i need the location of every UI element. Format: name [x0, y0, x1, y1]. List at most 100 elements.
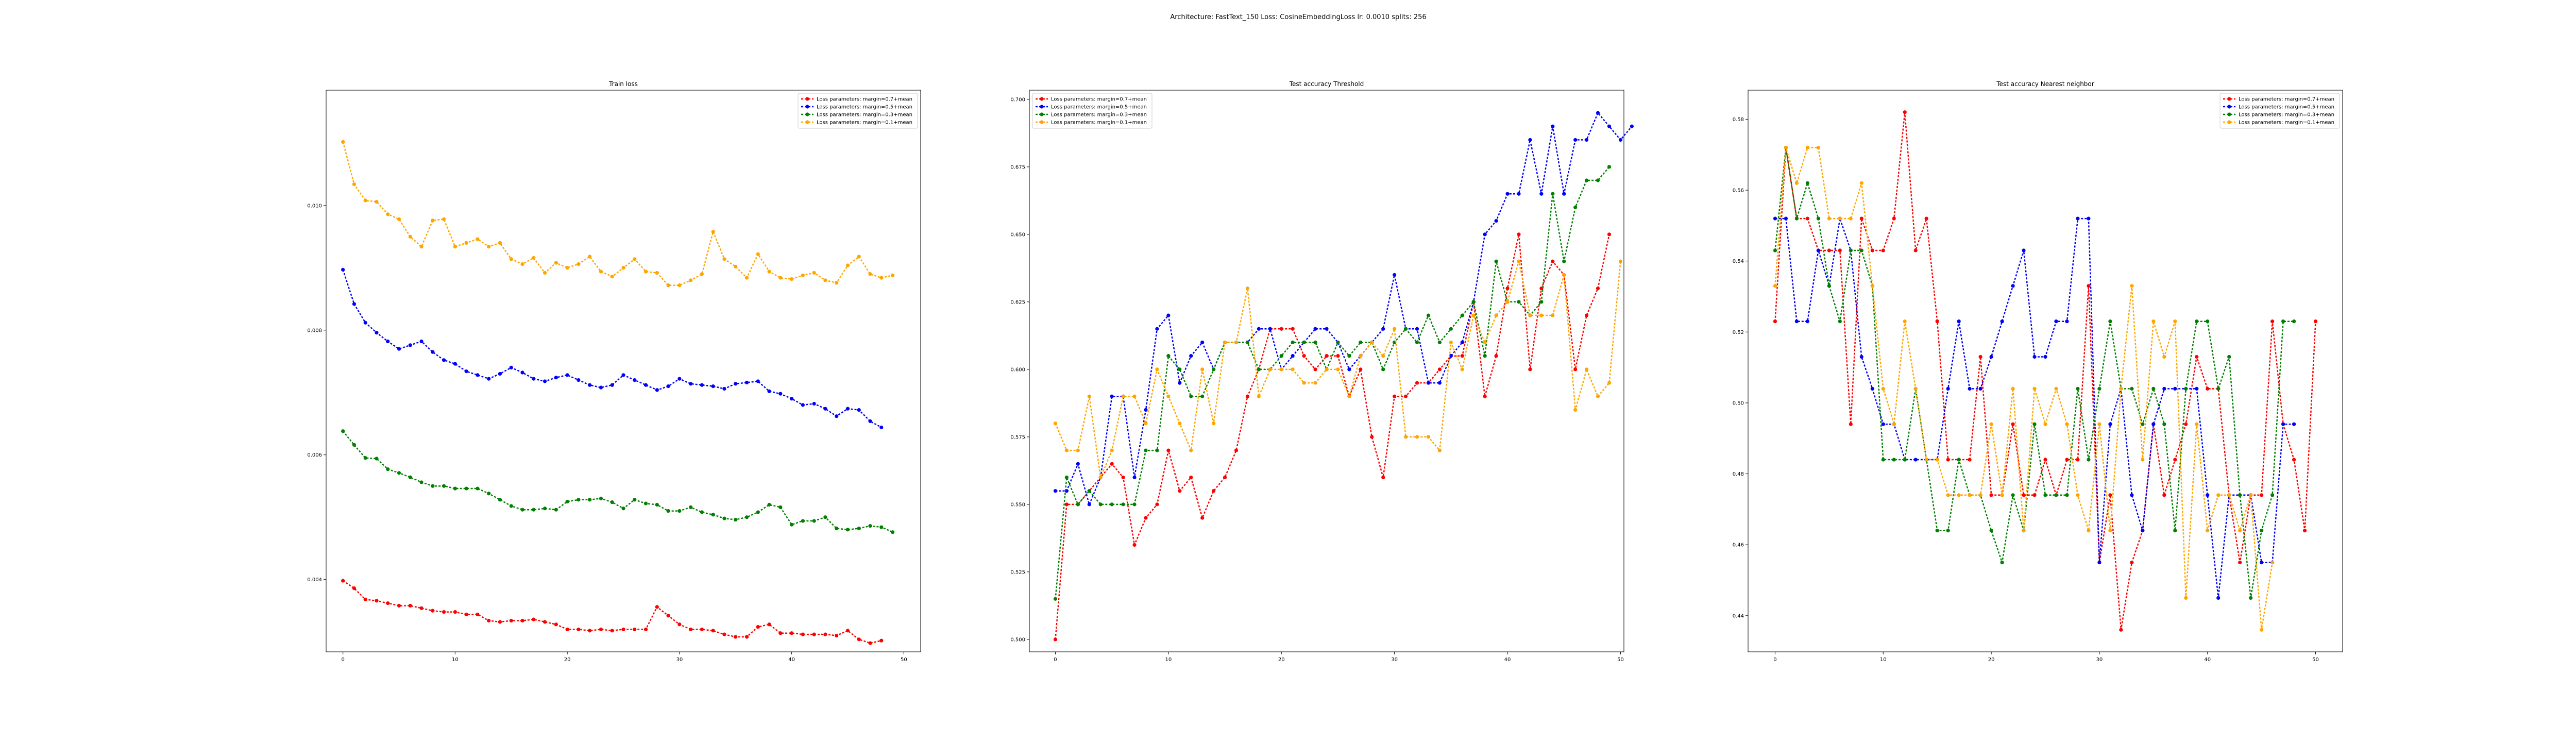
data-point-blue [565, 373, 569, 377]
y-tick-label: 0.550 [1010, 502, 1025, 508]
data-point-red [1132, 543, 1137, 547]
data-point-orange [509, 257, 513, 261]
data-point-green [1596, 178, 1600, 182]
data-point-green [520, 508, 524, 512]
axes-frame [326, 90, 921, 652]
data-point-red [778, 631, 783, 635]
data-point-blue [1505, 192, 1510, 196]
data-point-green [633, 498, 637, 502]
data-point-green [812, 519, 816, 523]
data-point-blue [1989, 355, 1993, 359]
data-point-green [767, 502, 771, 507]
data-point-red [442, 610, 446, 614]
data-point-orange [1200, 367, 1205, 372]
data-point-blue [419, 339, 423, 344]
data-point-green [1483, 354, 1487, 358]
data-point-green [1892, 458, 1896, 462]
data-point-green [801, 519, 805, 523]
data-point-orange [1978, 493, 1982, 497]
data-point-orange [1816, 145, 1820, 150]
data-point-blue [879, 425, 884, 430]
x-tick-label: 30 [1391, 657, 1398, 663]
data-point-orange [2011, 386, 2015, 391]
y-tick-label: 0.700 [1010, 97, 1025, 103]
data-point-red [1935, 319, 1939, 324]
data-point-red [408, 603, 412, 608]
x-tick-label: 40 [2204, 657, 2211, 663]
x-tick-label: 30 [2096, 657, 2103, 663]
data-point-blue [1166, 313, 1171, 317]
data-point-green [1460, 313, 1464, 317]
data-point-orange [1121, 394, 1125, 398]
data-point-blue [397, 347, 401, 351]
data-point-green [1859, 248, 1863, 252]
data-point-orange [1302, 381, 1306, 385]
data-point-orange [1393, 327, 1397, 331]
data-point-red [744, 635, 749, 639]
data-point-red [2032, 493, 2037, 497]
data-point-green [577, 498, 581, 502]
data-point-blue [734, 382, 738, 386]
data-point-orange [1618, 259, 1623, 263]
data-point-orange [431, 218, 435, 223]
data-point-red [1849, 422, 1853, 426]
data-point-green [1437, 340, 1442, 345]
data-point-blue [599, 385, 603, 390]
data-point-blue [801, 403, 805, 407]
data-point-green [1336, 340, 1340, 345]
x-tick-label: 0 [1054, 657, 1057, 663]
data-point-green [543, 507, 547, 511]
data-point-blue [1551, 124, 1555, 128]
data-point-orange [767, 269, 771, 274]
data-point-green [2216, 386, 2221, 391]
data-point-orange [2022, 529, 2026, 533]
data-point-blue [442, 358, 446, 362]
data-point-green [2195, 319, 2199, 324]
data-point-orange [1849, 216, 1853, 221]
data-point-blue [610, 383, 614, 387]
data-point-green [1957, 458, 1961, 462]
series-line-green [1055, 166, 1610, 599]
data-point-orange [2184, 596, 2188, 600]
data-point-red [1200, 516, 1205, 520]
data-point-green [890, 530, 895, 534]
data-point-blue [352, 302, 357, 306]
data-point-blue [1946, 386, 1950, 391]
x-tick-label: 50 [2312, 657, 2319, 663]
data-point-red [2292, 458, 2296, 462]
data-point-blue [1494, 219, 1498, 223]
data-point-orange [700, 272, 704, 276]
data-point-green [2130, 386, 2134, 391]
data-point-green [2043, 493, 2047, 497]
x-tick-label: 40 [1504, 657, 1511, 663]
data-point-green [2151, 386, 2156, 391]
data-point-green [1302, 340, 1306, 345]
data-point-orange [1279, 367, 1283, 372]
data-point-green [643, 501, 648, 505]
data-point-green [453, 486, 457, 491]
data-point-green [2292, 319, 2296, 324]
data-point-blue [1189, 354, 1193, 358]
data-point-blue [1816, 248, 1820, 252]
data-point-blue [2292, 422, 2296, 426]
data-point-red [845, 629, 850, 633]
data-point-green [711, 513, 715, 517]
data-point-red [1773, 319, 1777, 324]
data-point-orange [2151, 319, 2156, 324]
y-tick-label: 0.500 [1010, 637, 1025, 643]
data-point-blue [341, 267, 345, 272]
data-point-orange [1223, 340, 1227, 345]
data-point-red [2011, 422, 2015, 426]
data-point-blue [1618, 138, 1623, 142]
data-point-blue [1347, 367, 1351, 372]
data-point-red [1607, 232, 1612, 237]
data-point-red [689, 627, 693, 632]
data-point-orange [1426, 435, 1431, 439]
data-point-orange [2206, 529, 2210, 533]
series-line-green [342, 430, 893, 533]
data-point-orange [1178, 421, 1182, 426]
data-point-orange [610, 275, 614, 279]
data-point-orange [341, 140, 345, 144]
data-point-orange [1989, 422, 1993, 426]
data-point-orange [565, 266, 569, 270]
